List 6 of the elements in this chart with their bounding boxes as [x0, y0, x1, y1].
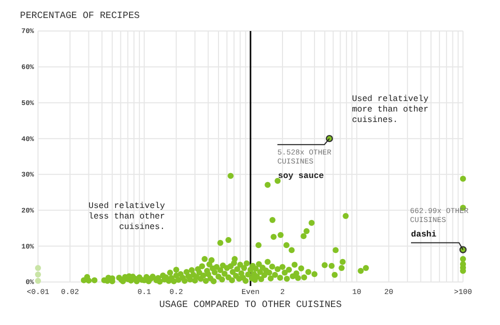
annotation: soy sauce [278, 171, 324, 181]
chart-title: PERCENTAGE OF RECIPES [20, 10, 140, 21]
annotation: Used relatively more than other cuisines. [352, 94, 429, 125]
x-axis-title: USAGE COMPARED TO OTHER CUISINES [159, 299, 342, 310]
annotation: dashi [411, 230, 437, 240]
annotation: Used relatively less than other cuisines. [88, 201, 165, 232]
